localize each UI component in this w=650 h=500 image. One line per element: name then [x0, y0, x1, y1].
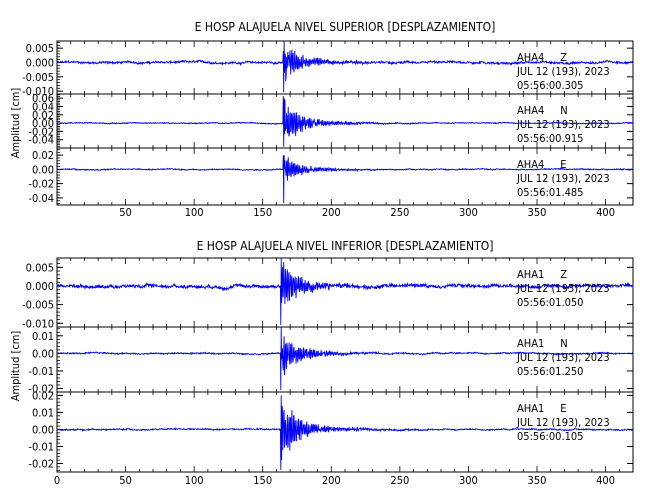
record-date: JUL 12 (193), 2023	[516, 351, 610, 364]
y-tick-label: 0.00	[32, 163, 54, 176]
station-code: AHA4	[517, 104, 544, 117]
station-code: AHA1	[517, 268, 544, 281]
y-tick-label: 0.06	[32, 92, 54, 105]
seismogram-group-2: E HOSP ALAJUELA NIVEL INFERIOR [DESPLAZA…	[9, 239, 634, 487]
y-tick-label: 0.00	[32, 423, 54, 436]
component-code: N	[560, 337, 567, 350]
record-time: 05:56:01.050	[517, 296, 583, 309]
x-tick-label: 50	[119, 206, 132, 219]
station-code: AHA4	[517, 51, 544, 64]
station-label: AHA4 Z	[517, 51, 567, 64]
y-tick-label: -0.02	[28, 178, 54, 191]
waveform-trace	[56, 395, 634, 470]
waveform-trace	[56, 40, 634, 93]
chart-title: E HOSP ALAJUELA NIVEL INFERIOR [DESPLAZA…	[197, 239, 494, 253]
x-tick-label: 50	[119, 474, 132, 487]
x-tick-label: 150	[253, 206, 272, 219]
y-tick-label: -0.02	[28, 382, 54, 395]
y-tick-label: 0.01	[32, 330, 54, 343]
station-label: AHA1 Z	[517, 268, 567, 281]
waveform-trace	[56, 96, 634, 147]
y-tick-label: -0.005	[22, 299, 54, 312]
component-code: N	[560, 104, 567, 117]
x-tick-label: 400	[596, 474, 615, 487]
y-axis-label: Amplitud [cm]	[9, 88, 22, 159]
y-axis-label: Amplitud [cm]	[9, 331, 22, 402]
station-code: AHA1	[517, 337, 544, 350]
x-tick-label: 150	[253, 474, 272, 487]
station-label: AHA1 E	[517, 402, 567, 415]
x-tick-label: 100	[185, 206, 204, 219]
y-tick-label: 0.02	[32, 389, 54, 402]
component-code: E	[560, 158, 566, 171]
y-tick-label: -0.005	[22, 71, 54, 84]
x-tick-label: 0	[54, 474, 60, 487]
y-tick-label: -0.010	[22, 317, 54, 330]
record-date: JUL 12 (193), 2023	[516, 416, 610, 429]
x-tick-label: 100	[185, 474, 204, 487]
x-tick-label: 400	[596, 206, 615, 219]
chart-title: E HOSP ALAJUELA NIVEL SUPERIOR [DESPLAZA…	[195, 20, 496, 34]
seismogram-group-1: E HOSP ALAJUELA NIVEL SUPERIOR [DESPLAZA…	[9, 20, 634, 219]
y-tick-label: 0.01	[32, 406, 54, 419]
station-label: AHA1 N	[517, 337, 568, 350]
x-tick-label: 350	[528, 206, 547, 219]
station-code: AHA4	[517, 158, 544, 171]
x-tick-label: 300	[459, 474, 478, 487]
x-tick-label: 250	[390, 206, 409, 219]
y-tick-label: 0.005	[26, 261, 54, 274]
waveform-trace	[56, 257, 634, 325]
record-date: JUL 12 (193), 2023	[516, 172, 610, 185]
x-tick-label: 200	[322, 206, 341, 219]
record-date: JUL 12 (193), 2023	[516, 118, 610, 131]
y-tick-label: -0.02	[28, 125, 54, 138]
record-time: 05:56:01.250	[517, 365, 583, 378]
record-time: 05:56:00.915	[517, 132, 583, 145]
y-tick-label: 0.000	[26, 56, 54, 69]
y-tick-label: 0.00	[32, 117, 54, 130]
record-time: 05:56:01.485	[517, 186, 583, 199]
y-tick-label: 0.02	[32, 109, 54, 122]
y-tick-label: -0.01	[28, 365, 54, 378]
y-tick-label: -0.010	[22, 85, 54, 98]
y-tick-label: -0.02	[28, 457, 54, 470]
waveform-trace	[56, 326, 634, 391]
x-tick-label: 200	[322, 474, 341, 487]
component-code: E	[560, 402, 566, 415]
record-date: JUL 12 (193), 2023	[516, 65, 610, 78]
y-tick-label: -0.04	[28, 192, 54, 205]
station-label: AHA4 E	[517, 158, 567, 171]
record-time: 05:56:00.105	[517, 430, 583, 443]
x-tick-label: 350	[528, 474, 547, 487]
y-tick-label: 0.02	[32, 149, 54, 162]
y-tick-label: -0.04	[28, 134, 54, 147]
station-label: AHA4 N	[517, 104, 568, 117]
component-code: Z	[560, 268, 567, 281]
x-tick-label: 300	[459, 206, 478, 219]
component-code: Z	[560, 51, 567, 64]
y-tick-label: 0.04	[32, 100, 54, 113]
y-tick-label: 0.00	[32, 347, 54, 360]
station-code: AHA1	[517, 402, 544, 415]
record-time: 05:56:00.305	[517, 79, 583, 92]
x-tick-label: 250	[390, 474, 409, 487]
y-tick-label: 0.000	[26, 280, 54, 293]
y-tick-label: 0.005	[26, 42, 54, 55]
record-date: JUL 12 (193), 2023	[516, 282, 610, 295]
waveform-trace	[56, 155, 634, 204]
y-tick-label: -0.01	[28, 440, 54, 453]
